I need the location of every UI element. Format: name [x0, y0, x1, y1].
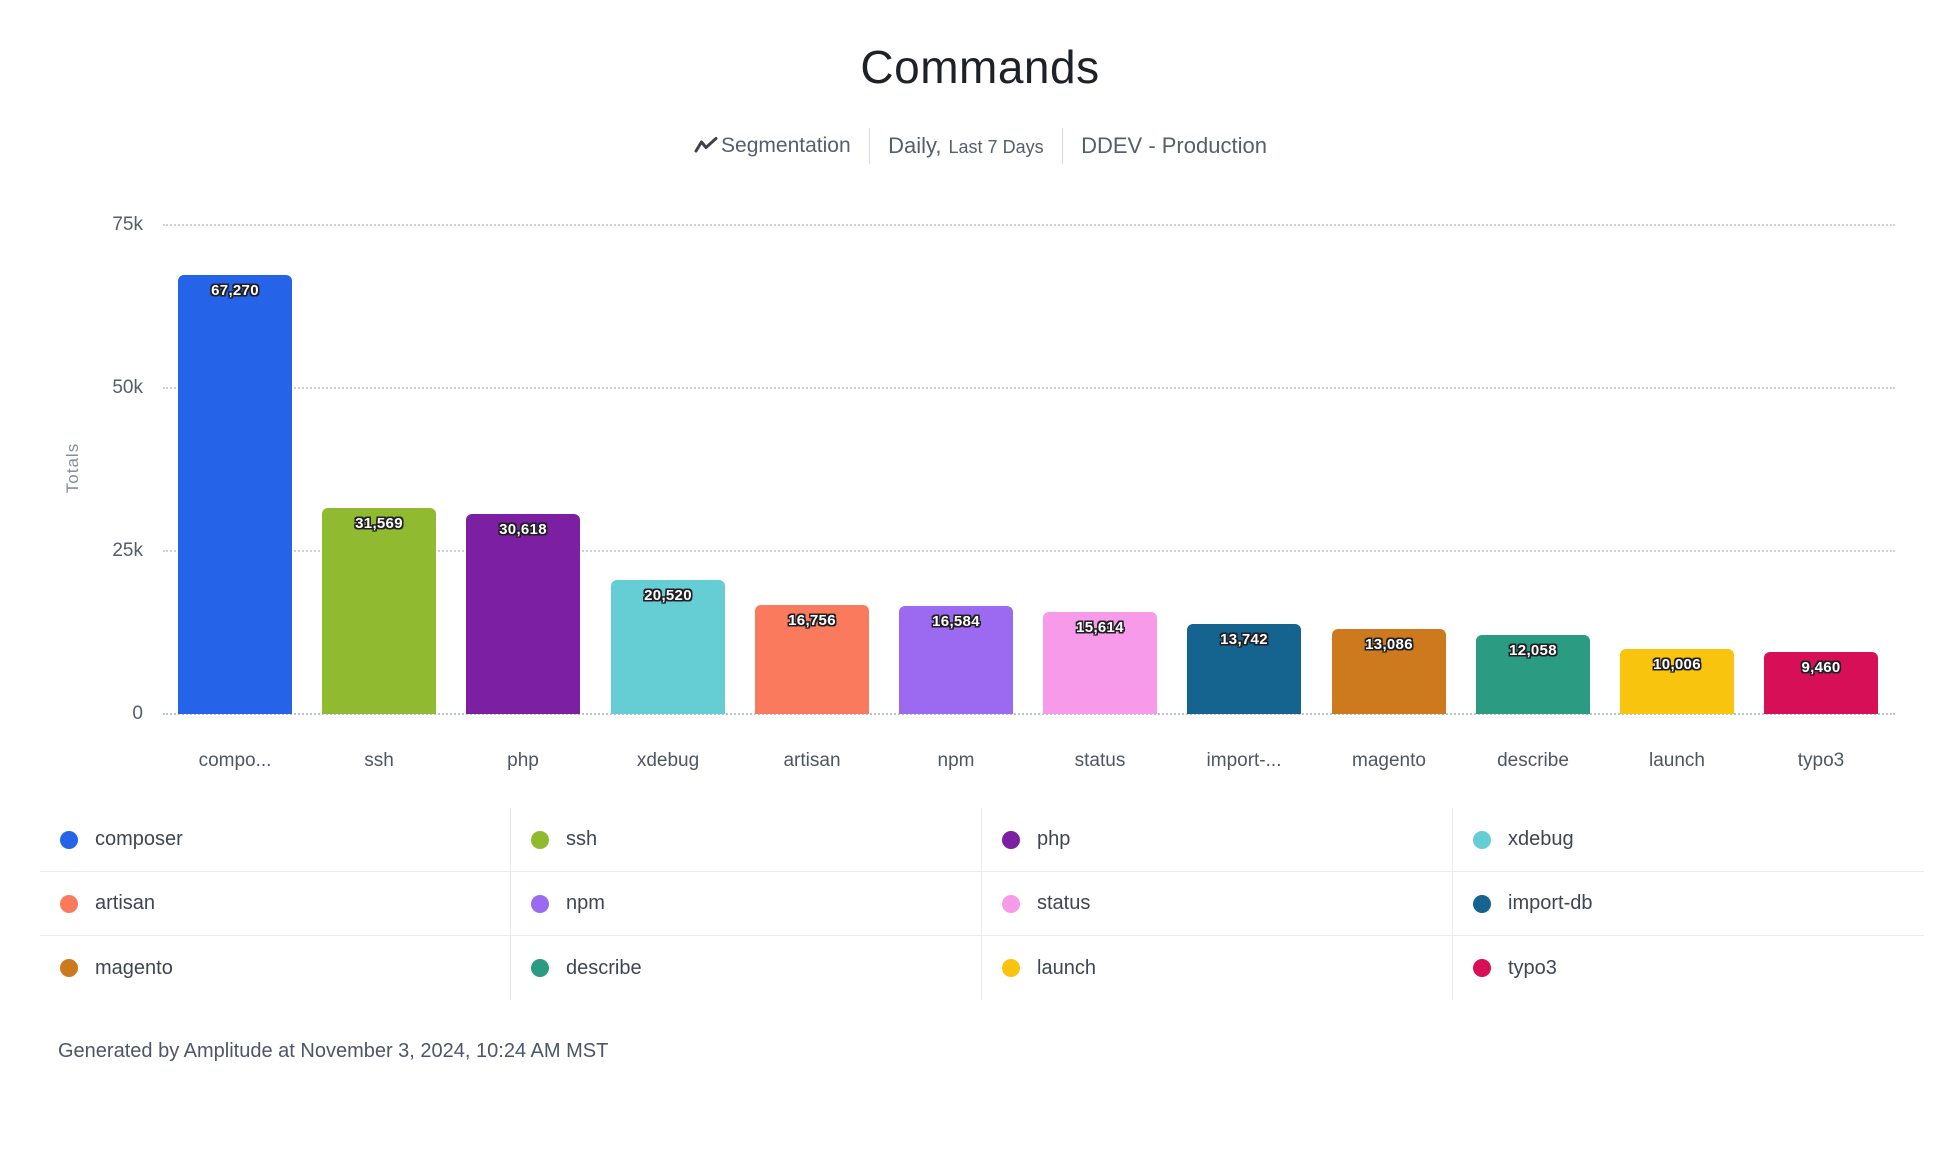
- legend-swatch: [60, 894, 78, 913]
- bar-value-label: 15,614: [1076, 619, 1124, 636]
- subtitle-divider: [1061, 128, 1064, 164]
- legend-swatch: [531, 959, 549, 977]
- x-tick-label-status: status: [1074, 750, 1126, 771]
- bar-ssh[interactable]: 31,569: [322, 508, 436, 714]
- legend-label: describe: [566, 956, 642, 979]
- bar-value-label: 16,756: [788, 612, 836, 629]
- legend-label: composer: [95, 828, 183, 850]
- legend-label: status: [1037, 892, 1091, 914]
- bar-artisan[interactable]: 16,756: [755, 605, 869, 714]
- interval-label: Daily,: [888, 133, 942, 158]
- x-tick-label-xdebug: xdebug: [636, 750, 700, 771]
- bar-value-label: 20,520: [644, 587, 692, 604]
- x-tick-label-php: php: [507, 750, 539, 771]
- legend-item-ssh[interactable]: ssh: [511, 808, 982, 872]
- project-label: DDEV - Production: [1081, 133, 1267, 158]
- legend-item-artisan[interactable]: artisan: [40, 872, 511, 936]
- y-tick-label: 25k: [112, 540, 143, 561]
- x-tick-label-describe: describe: [1497, 750, 1569, 771]
- bar-value-label: 30,618: [499, 521, 547, 538]
- x-tick-label-typo3: typo3: [1797, 750, 1845, 771]
- legend-item-describe[interactable]: describe: [511, 936, 982, 1000]
- legend-swatch: [60, 830, 78, 849]
- x-tick-label-magento: magento: [1352, 750, 1426, 771]
- subtitle-divider: [868, 128, 871, 164]
- bar-value-label: 16,584: [932, 613, 980, 630]
- legend-label: npm: [566, 892, 605, 914]
- legend-swatch: [60, 959, 78, 977]
- legend-item-launch[interactable]: launch: [982, 936, 1453, 1000]
- bar-value-label: 10,006: [1653, 656, 1701, 673]
- bar-value-label: 13,742: [1220, 631, 1268, 648]
- legend: composer ssh php xdebug artisan npm status impo…: [40, 808, 1924, 1000]
- x-tick-label-composer: compo...: [198, 750, 272, 771]
- gridline: [163, 550, 1895, 552]
- legend-label: magento: [95, 956, 173, 979]
- chart-subtitle: Segmentation Daily, Last 7 Days DDEV - P…: [0, 128, 1960, 164]
- bar-status[interactable]: 15,614: [1043, 612, 1157, 714]
- legend-swatch: [1002, 894, 1020, 913]
- footer-attribution: Generated by Amplitude at November 3, 20…: [58, 1040, 609, 1062]
- legend-swatch: [1473, 959, 1491, 977]
- legend-label: ssh: [566, 828, 598, 850]
- bar-typo3[interactable]: 9,460: [1764, 652, 1878, 714]
- bar-value-label: 31,569: [355, 515, 403, 532]
- legend-label: import-db: [1508, 892, 1593, 914]
- bar-describe[interactable]: 12,058: [1476, 635, 1590, 714]
- legend-swatch: [1002, 959, 1020, 977]
- bar-php[interactable]: 30,618: [466, 514, 580, 714]
- legend-label: launch: [1037, 956, 1096, 979]
- segmentation-badge: Segmentation: [693, 134, 851, 158]
- x-tick-label-npm: npm: [937, 750, 975, 771]
- legend-swatch: [531, 894, 549, 913]
- legend-item-xdebug[interactable]: xdebug: [1453, 808, 1924, 872]
- bar-composer[interactable]: 67,270: [178, 275, 292, 714]
- legend-item-typo3[interactable]: typo3: [1453, 936, 1924, 1000]
- gridline: [163, 224, 1895, 226]
- y-axis-title: Totals: [63, 442, 82, 494]
- bar-value-label: 12,058: [1509, 642, 1557, 659]
- legend-item-import-db[interactable]: import-db: [1453, 872, 1924, 936]
- x-axis-line: [163, 713, 1895, 715]
- bar-npm[interactable]: 16,584: [899, 606, 1013, 714]
- legend-item-status[interactable]: status: [982, 872, 1453, 936]
- legend-label: php: [1037, 828, 1071, 850]
- gridline: [163, 387, 1895, 389]
- x-tick-label-ssh: ssh: [364, 750, 394, 771]
- legend-label: typo3: [1508, 956, 1557, 979]
- bar-value-label: 13,086: [1365, 636, 1413, 653]
- legend-item-php[interactable]: php: [982, 808, 1453, 872]
- x-tick-label-launch: launch: [1649, 750, 1705, 771]
- legend-swatch: [1473, 830, 1491, 849]
- page-title: Commands: [860, 41, 1100, 93]
- x-tick-label-artisan: artisan: [783, 750, 841, 771]
- legend-label: xdebug: [1508, 828, 1574, 850]
- legend-swatch: [531, 830, 549, 849]
- bar-value-label: 9,460: [1801, 659, 1841, 676]
- y-tick-label: 0: [132, 703, 143, 724]
- legend-item-composer[interactable]: composer: [40, 808, 511, 872]
- segmentation-label: Segmentation: [721, 134, 851, 157]
- bar-xdebug[interactable]: 20,520: [611, 580, 725, 714]
- legend-item-magento[interactable]: magento: [40, 936, 511, 1000]
- legend-swatch: [1473, 894, 1491, 913]
- legend-label: artisan: [95, 892, 156, 914]
- x-tick-label-import-db: import-...: [1206, 750, 1282, 771]
- y-tick-label: 50k: [112, 377, 143, 398]
- y-tick-label: 75k: [112, 214, 143, 235]
- line-chart-icon: [694, 137, 718, 153]
- range-label: Last 7 Days: [948, 137, 1044, 157]
- legend-swatch: [1002, 830, 1020, 849]
- legend-item-npm[interactable]: npm: [511, 872, 982, 936]
- bar-magento[interactable]: 13,086: [1332, 629, 1446, 714]
- bar-launch[interactable]: 10,006: [1620, 649, 1734, 714]
- bar-import-db[interactable]: 13,742: [1187, 624, 1301, 714]
- date-range: Daily, Last 7 Days: [888, 133, 1043, 159]
- bar-value-label: 67,270: [211, 282, 259, 299]
